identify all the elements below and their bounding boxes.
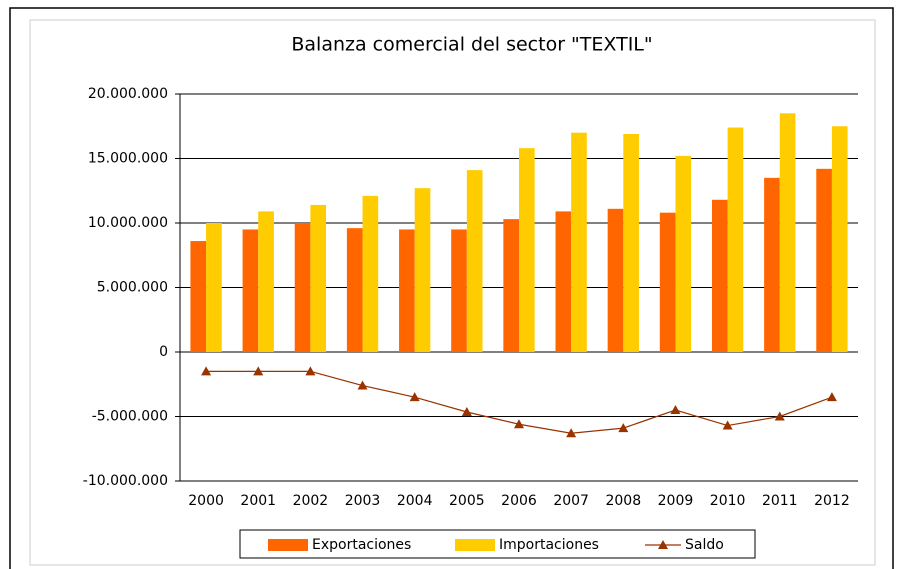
bar (727, 127, 744, 352)
legend-marker (658, 540, 668, 549)
bar (816, 168, 832, 352)
bar (711, 199, 728, 352)
bar (831, 126, 848, 352)
bar (346, 228, 363, 352)
bar (659, 212, 676, 352)
marker (514, 419, 524, 429)
bar (451, 229, 467, 352)
x-tick-label: 2007 (553, 493, 589, 509)
y-tick-label: 20.000.000 (88, 86, 168, 102)
bar (258, 211, 274, 352)
x-tick-label: 2012 (814, 493, 850, 509)
marker (253, 366, 264, 376)
marker (461, 406, 472, 416)
bar (294, 223, 311, 352)
bar (362, 195, 379, 352)
x-tick-label: 2003 (345, 493, 381, 509)
marker (826, 392, 837, 402)
legend-swatch (455, 539, 495, 551)
bar (414, 188, 431, 352)
y-tick-label: 10.000.000 (88, 215, 168, 231)
marker (774, 411, 785, 421)
bar (503, 219, 519, 352)
x-tick-label: 2004 (397, 493, 433, 509)
bar (466, 170, 483, 352)
marker (409, 392, 420, 402)
bar (206, 223, 222, 352)
x-tick-label: 2002 (293, 493, 329, 509)
y-tick-label: 0 (159, 344, 168, 360)
bar (242, 229, 259, 352)
bar (623, 133, 639, 352)
bar (310, 204, 327, 352)
legend-label: Exportaciones (312, 537, 411, 553)
x-tick-label: 2005 (449, 493, 485, 509)
bar (779, 113, 796, 352)
legend-swatch (268, 539, 308, 551)
bar (571, 132, 587, 352)
y-tick-label: 5.000.000 (97, 280, 168, 296)
legend-box (239, 529, 756, 559)
outer-frame (9, 7, 894, 569)
x-tick-label: 2000 (188, 493, 224, 509)
x-tick-label: 2006 (501, 493, 537, 509)
y-tick-label: -10.000.000 (83, 473, 168, 489)
marker (201, 366, 212, 376)
x-tick-label: 2011 (762, 493, 798, 509)
y-tick-label: -5.000.000 (92, 409, 168, 425)
legend-label: Importaciones (499, 537, 599, 553)
y-tick-label: 15.000.000 (88, 151, 168, 167)
marker (566, 428, 577, 438)
marker (305, 366, 316, 376)
bar (519, 148, 535, 352)
bar (190, 241, 207, 352)
bar (764, 177, 780, 352)
marker (670, 405, 681, 415)
x-tick-label: 2009 (658, 493, 694, 509)
x-tick-label: 2008 (605, 493, 641, 509)
bar (555, 211, 572, 352)
x-tick-label: 2010 (710, 493, 746, 509)
bar (675, 155, 692, 352)
bar (399, 229, 415, 352)
marker (722, 420, 733, 430)
marker (357, 380, 368, 390)
chart-title: Balanza comercial del sector "TEXTIL" (291, 34, 652, 56)
marker (618, 423, 629, 433)
x-tick-label: 2001 (240, 493, 276, 509)
legend-label: Saldo (685, 537, 724, 553)
bar (607, 208, 624, 352)
